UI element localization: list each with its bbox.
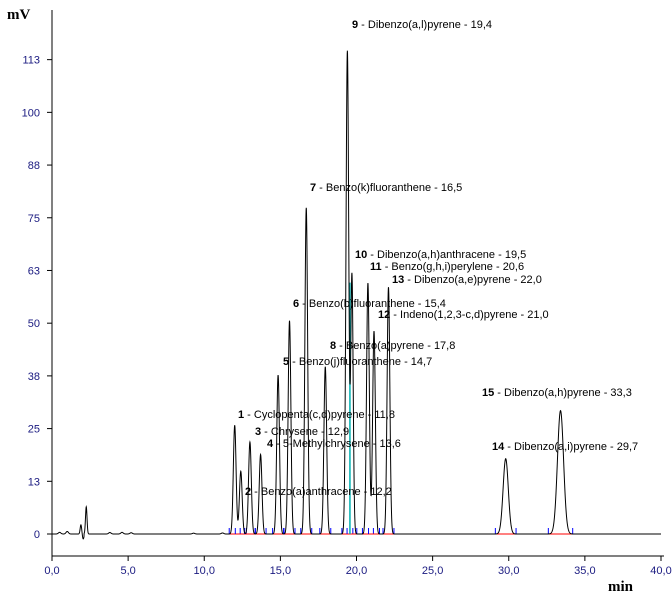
y-ticks: 0 13 25 38 50 63 75 88 100 113 bbox=[22, 55, 52, 541]
chromatogram-trace bbox=[52, 50, 661, 540]
x-tick-label: 10,0 bbox=[194, 565, 215, 577]
peak-compound: - Dibenzo(a,l)pyrene - 19,4 bbox=[358, 19, 492, 31]
peak-number: 3 bbox=[255, 426, 261, 438]
x-tick-label: 35,0 bbox=[574, 565, 595, 577]
y-tick-label: 75 bbox=[28, 213, 40, 225]
peak-compound: - Chrysene - 12,9 bbox=[261, 426, 349, 438]
peak-compound: - Dibenzo(a,e)pyrene - 22,0 bbox=[404, 274, 542, 286]
axes bbox=[51, 10, 664, 557]
y-tick-label: 50 bbox=[28, 318, 40, 330]
y-tick-label: 0 bbox=[34, 529, 40, 541]
peak-number: 1 bbox=[238, 409, 244, 421]
x-tick-label: 15,0 bbox=[270, 565, 291, 577]
peak-number: 14 bbox=[492, 441, 505, 453]
peak-compound: - Dibenzo(a,h)pyrene - 33,3 bbox=[494, 387, 632, 399]
y-tick-label: 13 bbox=[28, 476, 40, 488]
peak-label-1: 1 - Cyclopenta(c,d)pyrene - 11,8 bbox=[238, 409, 395, 421]
peak-label-5: 5 - Benzo(j)fluoranthene - 14,7 bbox=[283, 356, 432, 368]
peak-labels: 1 - Cyclopenta(c,d)pyrene - 11,8 2 - Benz… bbox=[238, 19, 638, 498]
peak-number: 12 bbox=[378, 309, 390, 321]
peak-compound: - Dibenzo(a,h)anthracene - 19,5 bbox=[367, 249, 526, 261]
y-tick-label: 25 bbox=[28, 424, 40, 436]
peak-label-12: 12 - Indeno(1,2,3-c,d)pyrene - 21,0 bbox=[378, 309, 549, 321]
peak-compound: - Indeno(1,2,3-c,d)pyrene - 21,0 bbox=[390, 309, 548, 321]
peak-number: 8 bbox=[330, 340, 336, 352]
peak-compound: - Cyclopenta(c,d)pyrene - 11,8 bbox=[244, 409, 395, 421]
peak-label-11: 11 - Benzo(g,h,i)perylene - 20,6 bbox=[370, 261, 524, 273]
x-axis-unit: min bbox=[608, 579, 634, 595]
peak-label-8: 8 - Benzo(a)pyrene - 17,8 bbox=[330, 340, 455, 352]
peak-label-6: 6 - Benzo(b)fluoranthene - 15,4 bbox=[293, 298, 446, 310]
peak-label-9: 9 - Dibenzo(a,l)pyrene - 19,4 bbox=[352, 19, 492, 31]
peak-number: 13 bbox=[392, 274, 404, 286]
peak-label-3: 3 - Chrysene - 12,9 bbox=[255, 426, 349, 438]
peak-compound: - Benzo(a)pyrene - 17,8 bbox=[336, 340, 455, 352]
x-tick-label: 0,0 bbox=[44, 565, 59, 577]
peak-number: 9 bbox=[352, 19, 358, 31]
peak-label-7: 7 - Benzo(k)fluoranthene - 16,5 bbox=[310, 182, 462, 194]
peak-compound: - Benzo(g,h,i)perylene - 20,6 bbox=[382, 261, 524, 273]
y-tick-label: 63 bbox=[28, 265, 40, 277]
baseline-markers bbox=[228, 282, 574, 535]
peak-number: 5 bbox=[283, 356, 289, 368]
peak-number: 15 bbox=[482, 387, 494, 399]
y-tick-label: 113 bbox=[22, 55, 40, 67]
peak-number: 10 bbox=[355, 249, 367, 261]
peak-label-14: 14 - Dibenzo(a,i)pyrene - 29,7 bbox=[492, 441, 638, 453]
y-tick-label: 100 bbox=[22, 107, 40, 119]
x-tick-label: 25,0 bbox=[422, 565, 443, 577]
peak-compound: - 5-Methylchrysene - 13,6 bbox=[273, 438, 401, 450]
peak-label-10: 10 - Dibenzo(a,h)anthracene - 19,5 bbox=[355, 249, 526, 261]
peak-label-13: 13 - Dibenzo(a,e)pyrene - 22,0 bbox=[392, 274, 542, 286]
x-tick-label: 20,0 bbox=[346, 565, 367, 577]
x-ticks: 0,0 5,0 10,0 15,0 20,0 25,0 30,0 35,0 40,0 bbox=[44, 556, 672, 577]
x-tick-label: 5,0 bbox=[120, 565, 135, 577]
peak-number: 2 bbox=[245, 486, 251, 498]
peak-label-15: 15 - Dibenzo(a,h)pyrene - 33,3 bbox=[482, 387, 632, 399]
peak-number: 6 bbox=[293, 298, 299, 310]
peak-number: 7 bbox=[310, 182, 316, 194]
peak-compound: - Benzo(a)anthracene - 12,2 bbox=[251, 486, 392, 498]
peak-compound: - Dibenzo(a,i)pyrene - 29,7 bbox=[504, 441, 638, 453]
peak-compound: - Benzo(j)fluoranthene - 14,7 bbox=[289, 356, 432, 368]
peak-number: 4 bbox=[267, 438, 274, 450]
peak-compound: - Benzo(k)fluoranthene - 16,5 bbox=[316, 182, 462, 194]
y-axis-unit: mV bbox=[7, 7, 30, 23]
peak-label-2: 2 - Benzo(a)anthracene - 12,2 bbox=[245, 486, 392, 498]
y-tick-label: 88 bbox=[28, 160, 40, 172]
peak-label-4: 4 - 5-Methylchrysene - 13,6 bbox=[267, 438, 401, 450]
peak-number: 11 bbox=[370, 261, 382, 273]
x-tick-label: 40,0 bbox=[650, 565, 671, 577]
x-tick-label: 30,0 bbox=[498, 565, 519, 577]
peak-compound: - Benzo(b)fluoranthene - 15,4 bbox=[299, 298, 446, 310]
y-tick-label: 38 bbox=[28, 371, 40, 383]
